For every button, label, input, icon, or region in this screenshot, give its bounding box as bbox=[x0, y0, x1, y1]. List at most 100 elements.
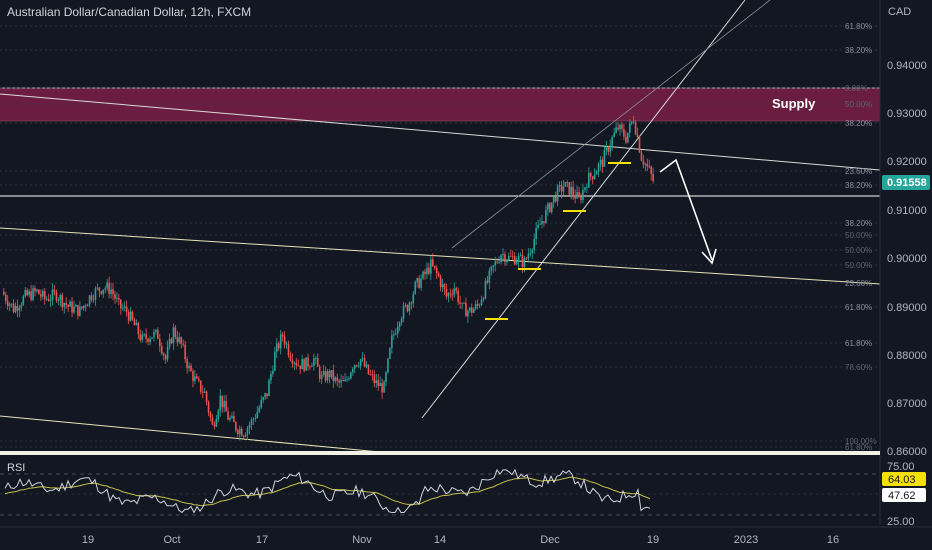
candle-body bbox=[582, 189, 584, 201]
candle-body bbox=[299, 365, 301, 370]
fib-level-label: 61.80% bbox=[845, 443, 872, 452]
candle-body bbox=[129, 311, 132, 321]
candle-body bbox=[326, 370, 329, 381]
ascending-channel-upper bbox=[451, 0, 771, 249]
candle-body bbox=[578, 192, 580, 197]
candle-body bbox=[558, 184, 561, 187]
candle-body bbox=[486, 280, 489, 283]
candle-body bbox=[281, 334, 284, 337]
candle-body bbox=[634, 122, 637, 135]
candle-body bbox=[211, 417, 214, 425]
time-label: 16 bbox=[827, 534, 839, 546]
candle-body bbox=[330, 370, 333, 378]
candle-body bbox=[412, 293, 415, 304]
candle-body bbox=[201, 391, 204, 393]
candle-body bbox=[640, 152, 643, 161]
candle-body bbox=[100, 291, 103, 294]
candle-body bbox=[190, 365, 192, 372]
fib-level-label: 61.80% bbox=[845, 339, 872, 348]
fib-level-label: 61.80% bbox=[845, 303, 872, 312]
candle-body bbox=[632, 121, 635, 123]
price-tick: 0.90000 bbox=[887, 253, 927, 265]
fib-level-label: 50.00% bbox=[845, 100, 872, 109]
candle-body bbox=[564, 182, 567, 187]
candle-body bbox=[459, 302, 461, 304]
candle-body bbox=[636, 134, 639, 138]
candle-body bbox=[291, 360, 294, 364]
candle-body bbox=[318, 366, 321, 379]
price-tick: 0.89000 bbox=[887, 302, 927, 314]
candle-body bbox=[227, 411, 229, 420]
candle-body bbox=[424, 271, 426, 275]
time-label: 17 bbox=[256, 534, 268, 546]
candle-body bbox=[12, 303, 15, 313]
candle-body bbox=[500, 255, 502, 263]
candle-body bbox=[644, 163, 647, 165]
candle-body bbox=[494, 261, 496, 266]
candle-body bbox=[627, 132, 629, 143]
candle-body bbox=[116, 298, 118, 299]
candle-body bbox=[369, 374, 372, 375]
candle-body bbox=[42, 291, 44, 297]
candle-body bbox=[511, 256, 514, 257]
candle-body bbox=[270, 373, 272, 381]
candle-body bbox=[402, 305, 405, 319]
candle-body bbox=[613, 132, 615, 137]
candle-body bbox=[340, 380, 342, 383]
candle-body bbox=[642, 160, 645, 165]
candle-body bbox=[268, 380, 270, 397]
candle-body bbox=[607, 147, 610, 152]
candle-body bbox=[550, 202, 553, 212]
descending-trendline-middle bbox=[0, 227, 881, 285]
candle-body bbox=[248, 425, 251, 429]
candle-body bbox=[597, 163, 600, 172]
candle-body bbox=[73, 306, 75, 313]
candle-body bbox=[342, 380, 344, 381]
candle-body bbox=[55, 291, 58, 301]
time-axis[interactable]: 19 Oct 17 Nov 14 Dec 19 2023 16 bbox=[82, 534, 839, 546]
candle-body bbox=[71, 301, 73, 313]
candle-body bbox=[549, 203, 551, 212]
fib-level-label: 23.60% bbox=[845, 167, 872, 176]
candle-body bbox=[603, 150, 606, 167]
candle-body bbox=[625, 136, 627, 143]
candle-body bbox=[344, 379, 346, 381]
swing-low-markers bbox=[485, 162, 631, 320]
candle-body bbox=[4, 294, 7, 301]
rsi-ma-value: 64.03 bbox=[888, 474, 916, 486]
candle-body bbox=[498, 262, 500, 263]
price-axis[interactable]: 0.94000 0.93000 0.92000 0.91000 0.90000 0.890… bbox=[887, 60, 927, 458]
candle-body bbox=[354, 365, 356, 369]
candle-body bbox=[529, 253, 532, 255]
candle-body bbox=[24, 290, 27, 297]
candle-body bbox=[160, 346, 163, 354]
rsi-ma-badge bbox=[882, 472, 926, 486]
candle-body bbox=[619, 124, 621, 130]
candle-body bbox=[123, 306, 126, 308]
candle-body bbox=[285, 343, 288, 345]
candle-body bbox=[238, 428, 241, 435]
candle-body bbox=[256, 411, 259, 419]
candle-body bbox=[517, 256, 520, 262]
candle-body bbox=[418, 278, 420, 288]
candle-body bbox=[408, 302, 411, 312]
candle-body bbox=[533, 238, 535, 251]
candle-body bbox=[108, 282, 110, 294]
candle-body bbox=[367, 364, 370, 375]
candle-body bbox=[237, 430, 239, 435]
pane-separator[interactable] bbox=[0, 451, 880, 455]
candle-body bbox=[32, 288, 34, 300]
candle-body bbox=[416, 278, 418, 282]
fib-level-lines bbox=[0, 25, 878, 448]
candle-body bbox=[51, 289, 54, 300]
current-price-value: 0.91558 bbox=[887, 177, 927, 189]
candle-body bbox=[120, 299, 122, 309]
candle-body bbox=[313, 358, 315, 367]
candle-body bbox=[182, 343, 184, 345]
candlestick-series bbox=[3, 115, 654, 441]
fib-level-label: 78.60% bbox=[845, 363, 872, 372]
candle-body bbox=[133, 319, 136, 326]
candle-body bbox=[430, 259, 432, 274]
